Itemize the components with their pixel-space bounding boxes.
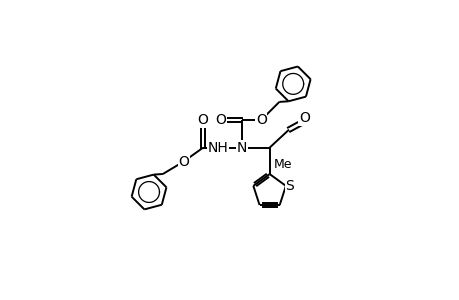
Text: S: S [285, 179, 293, 193]
Text: O: O [215, 113, 226, 127]
Text: O: O [255, 113, 266, 127]
Text: NH: NH [207, 141, 228, 155]
Text: O: O [197, 113, 208, 127]
Text: Me: Me [274, 158, 292, 171]
Text: O: O [298, 111, 309, 125]
Text: O: O [178, 154, 189, 169]
Text: N: N [236, 141, 246, 155]
